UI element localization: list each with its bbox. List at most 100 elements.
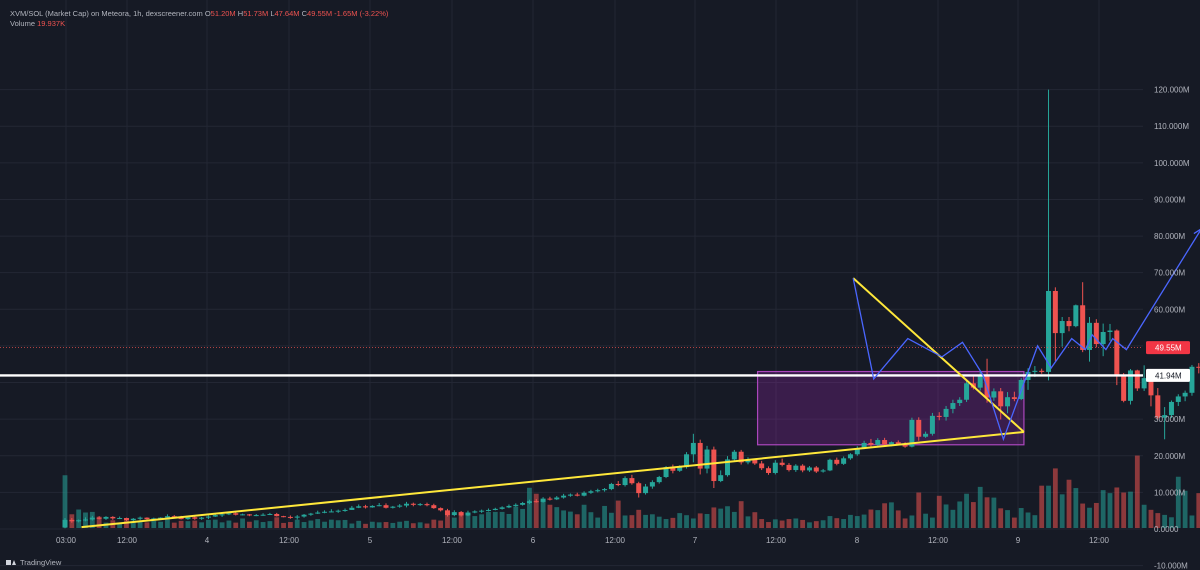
candle-body	[233, 513, 239, 515]
time-tick-label: 12:00	[279, 536, 300, 545]
level-price-badge-text: 41.94M	[1155, 371, 1182, 380]
tradingview-branding[interactable]: TradingView	[6, 558, 61, 567]
volume-bar	[124, 520, 129, 528]
candle-body	[444, 510, 450, 516]
volume-bar	[499, 511, 505, 528]
candle-body	[1039, 370, 1045, 372]
volume-bar	[936, 495, 942, 528]
trend-drawings[interactable]	[0, 228, 1200, 529]
candle-body	[909, 419, 915, 447]
candle-body	[281, 516, 287, 518]
candle-body	[226, 513, 232, 515]
price-tick-label: 90.000M	[1154, 195, 1185, 204]
volume-bar	[1100, 490, 1106, 528]
chart-legend: XVM/SOL (Market Cap) on Meteora, 1h, dex…	[10, 9, 388, 29]
volume-bar	[144, 522, 150, 528]
volume-bar	[165, 519, 170, 528]
candle-body	[397, 505, 403, 507]
volume-bar	[287, 522, 293, 528]
volume-bar	[1046, 485, 1051, 528]
volume-bar	[417, 522, 423, 528]
volume-bar	[998, 508, 1004, 528]
volume-bar	[424, 523, 430, 528]
candle-body	[260, 514, 266, 516]
volume-bar	[1169, 517, 1174, 528]
high-label: H	[237, 9, 244, 18]
volume-bar	[130, 522, 136, 528]
volume-bar	[731, 511, 737, 528]
projection-path	[852, 229, 1200, 442]
candle-body	[752, 459, 758, 464]
last-price-badge-text: 49.55M	[1155, 344, 1182, 353]
time-tick-label: 12:00	[605, 536, 626, 545]
volume-bar	[458, 511, 464, 528]
candle-body	[438, 508, 444, 511]
volume-bar	[212, 519, 218, 528]
candle-body	[526, 501, 532, 504]
volume-bar	[328, 519, 334, 528]
volume-bar	[1032, 515, 1038, 528]
price-axis[interactable]: 120.000M 110.000M 100.000M 90.000M 80.000M 70…	[1146, 86, 1190, 570]
volume-bar	[1182, 490, 1188, 528]
candle-body	[267, 513, 273, 515]
candle-body	[690, 442, 696, 455]
volume-bar	[383, 522, 389, 528]
candle-body	[164, 516, 170, 518]
volume-bar	[206, 519, 211, 528]
volume-bar	[1059, 494, 1065, 528]
candle-body	[656, 477, 662, 483]
volume-bar	[656, 516, 662, 528]
candle-body	[479, 510, 485, 512]
volume-bar	[451, 517, 457, 528]
candle-body	[574, 494, 580, 496]
volume-bar	[854, 516, 860, 528]
candle-body	[916, 419, 922, 437]
candle-body	[1073, 305, 1079, 327]
volume-bar	[308, 520, 314, 528]
candle-body	[69, 519, 75, 522]
volume-bar	[663, 519, 669, 528]
volume-bar	[342, 519, 348, 528]
volume-bar	[581, 504, 587, 528]
candle-body	[615, 483, 621, 486]
time-axis[interactable]: 03:00 12:00 4 12:00 5 12:00 6 12:00 7 12:00 8 12:00…	[56, 536, 1110, 545]
close-value: 49.55M	[307, 9, 333, 18]
volume-bar	[247, 521, 252, 528]
volume-bar	[677, 513, 683, 528]
candle-body	[1148, 378, 1154, 396]
volume-bar	[274, 517, 280, 528]
candle-body	[875, 440, 881, 445]
volume-bar	[1039, 485, 1045, 528]
candle-body	[342, 509, 348, 511]
volume-bar	[301, 522, 307, 528]
candle-body	[827, 459, 833, 471]
volume-bar	[786, 519, 792, 528]
volume-bar	[397, 521, 403, 528]
candle-body	[745, 459, 751, 463]
volume-bar	[1093, 502, 1099, 528]
volume-bar	[233, 522, 239, 528]
volume-bar	[1025, 512, 1031, 528]
volume-bar	[875, 510, 881, 528]
volume-bar	[690, 518, 696, 528]
price-tick-label: 20.000M	[1154, 452, 1185, 461]
volume-bar	[615, 500, 621, 528]
candle-body	[554, 497, 560, 500]
consolidation-zone[interactable]	[756, 370, 1025, 446]
support-trendline	[81, 430, 1025, 529]
volume-bar	[889, 502, 894, 528]
candle-body	[759, 463, 765, 469]
candle-body	[964, 383, 970, 400]
price-tick-label: 100.000M	[1154, 159, 1190, 168]
candle-body	[1005, 397, 1011, 407]
volume-bar	[1121, 492, 1127, 528]
volume-value: 19.937K	[37, 19, 66, 28]
candle-body	[936, 415, 942, 417]
candle-body	[520, 503, 526, 505]
volume-bar	[950, 509, 956, 528]
volume-bar	[868, 509, 874, 528]
candle-body	[199, 517, 205, 519]
volume-bar	[137, 521, 143, 528]
volume-bar	[185, 521, 191, 528]
